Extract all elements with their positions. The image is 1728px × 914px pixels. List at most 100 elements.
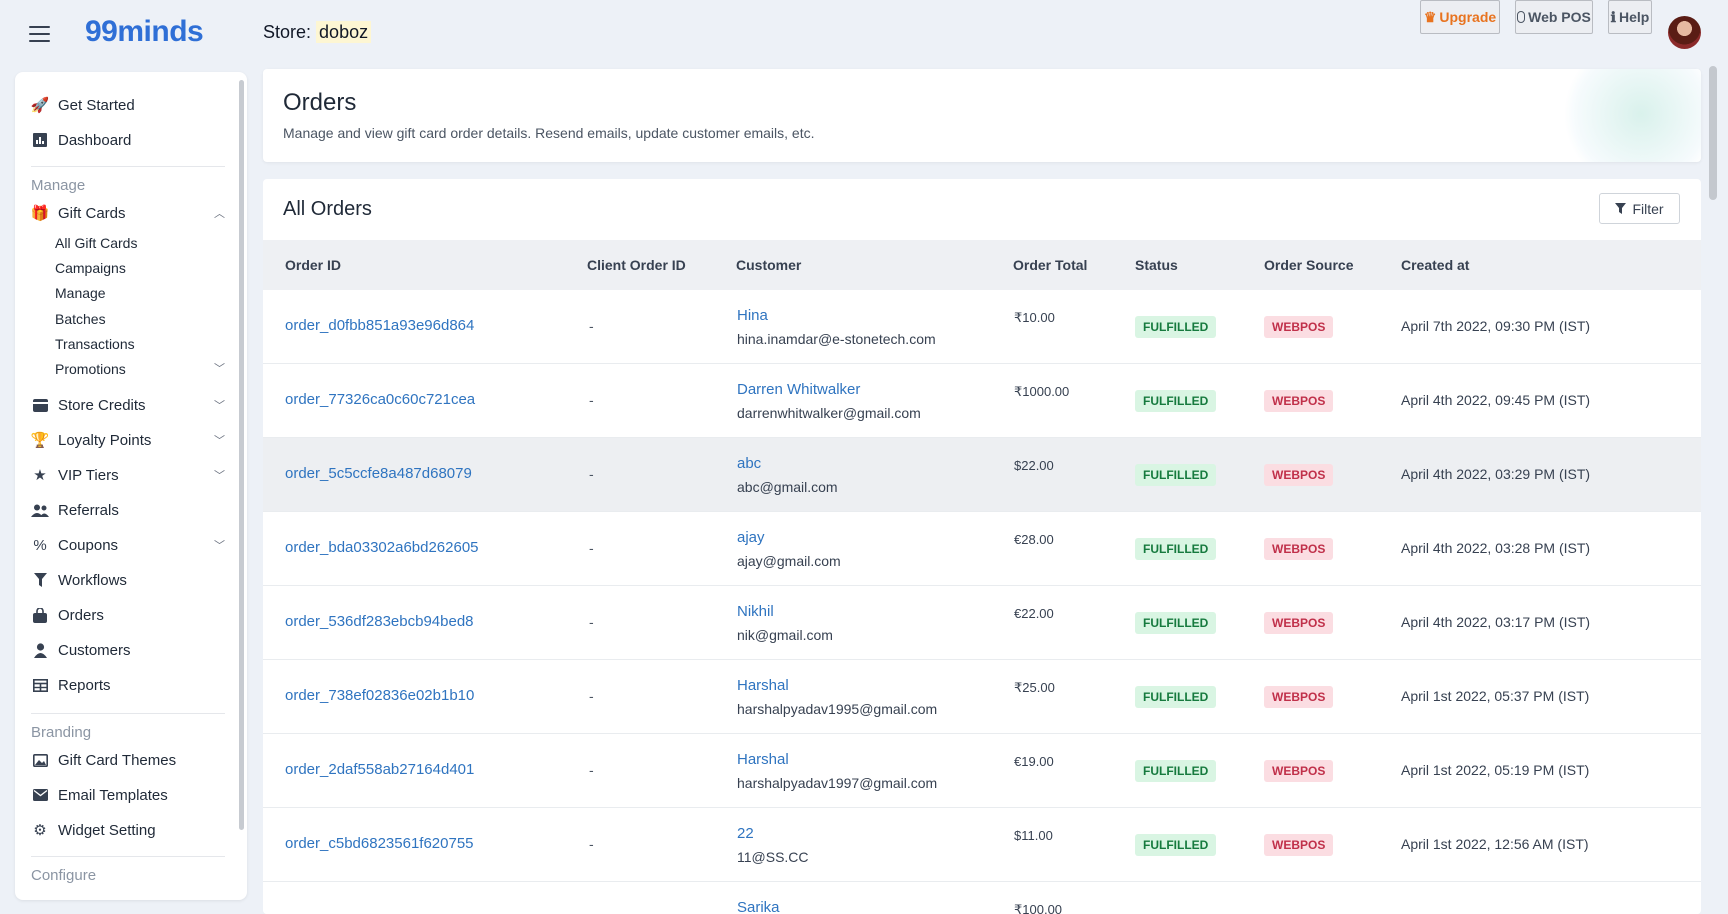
brand-logo[interactable]: 99minds <box>85 15 204 48</box>
sidebar-item-label: Store Credits <box>58 396 146 414</box>
sidebar-item-label: Referrals <box>58 501 119 519</box>
web-pos-button[interactable]: Web POS <box>1515 0 1593 34</box>
status-badge: FULFILLED <box>1135 316 1217 338</box>
order-id-link[interactable]: order_77326ca0c60c721cea <box>285 391 476 408</box>
sidebar-subitem-manage[interactable]: Manage <box>55 285 106 301</box>
sidebar-item-workflows[interactable]: Workflows <box>31 567 225 593</box>
filter-button[interactable]: Filter <box>1599 193 1680 224</box>
column-header-status[interactable]: Status <box>1135 257 1178 273</box>
column-header-order-total[interactable]: Order Total <box>1013 257 1088 273</box>
sidebar-item-referrals[interactable]: Referrals <box>31 497 225 523</box>
column-header-client-order-id[interactable]: Client Order ID <box>587 257 686 273</box>
table-row[interactable]: order_bda03302a6bd262605 - ajay ajay@gma… <box>263 512 1701 586</box>
page-scrollbar-thumb[interactable] <box>1709 66 1717 200</box>
customer-name-link[interactable]: 22 <box>737 825 754 842</box>
table-row[interactable]: order_2daf558ab27164d401 - Harshal harsh… <box>263 734 1701 808</box>
sidebar-subitem-all-gift-cards[interactable]: All Gift Cards <box>55 235 138 251</box>
sidebar-item-gift-cards[interactable]: 🎁 Gift Cards ︿ <box>31 200 225 226</box>
created-at: April 4th 2022, 03:17 PM (IST) <box>1401 614 1591 630</box>
status-badge: FULFILLED <box>1135 760 1217 782</box>
sidebar-item-coupons[interactable]: % Coupons ﹀ <box>31 532 225 558</box>
sidebar-item-store-credits[interactable]: Store Credits ﹀ <box>31 392 225 418</box>
funnel-icon <box>1615 203 1627 214</box>
customer-email: hina.inamdar@e-stonetech.com <box>737 331 936 347</box>
created-at: April 1st 2022, 05:37 PM (IST) <box>1401 688 1590 704</box>
table-row[interactable]: order_5c5ccfe8a487d68079 - abc abc@gmail… <box>263 438 1701 512</box>
order-id-link[interactable]: order_5c5ccfe8a487d68079 <box>285 465 472 482</box>
sidebar-subitem-campaigns[interactable]: Campaigns <box>55 260 126 276</box>
sidebar-item-vip-tiers[interactable]: ★ VIP Tiers ﹀ <box>31 462 225 488</box>
customer-email: nik@gmail.com <box>737 627 833 643</box>
table-row[interactable]: order_77326ca0c60c721cea - Darren Whitwa… <box>263 364 1701 438</box>
page-scrollbar[interactable] <box>1706 0 1720 914</box>
order-total: €19.00 <box>1014 754 1054 769</box>
customer-email: ajay@gmail.com <box>737 553 841 569</box>
created-at: April 4th 2022, 09:45 PM (IST) <box>1401 392 1591 408</box>
customer-name-link[interactable]: abc <box>737 455 762 472</box>
column-header-order-id[interactable]: Order ID <box>285 257 342 273</box>
store-name[interactable]: doboz <box>316 21 372 43</box>
sidebar-item-email-templates[interactable]: Email Templates <box>31 782 225 808</box>
status-badge: FULFILLED <box>1135 464 1217 486</box>
sidebar-item-get-started[interactable]: 🚀 Get Started <box>31 92 225 118</box>
sidebar-item-label: Orders <box>58 606 104 624</box>
sidebar-item-label: Coupons <box>58 536 119 554</box>
customer-name-link[interactable]: Darren Whitwalker <box>737 381 861 398</box>
hamburger-menu-icon[interactable] <box>29 26 50 42</box>
source-badge: WEBPOS <box>1264 316 1334 338</box>
customer-name-link[interactable]: Nikhil <box>737 603 774 620</box>
sidebar-item-widget-setting[interactable]: ⚙ Widget Setting <box>31 817 225 843</box>
sidebar-divider <box>31 166 225 167</box>
order-id-link[interactable]: order_bda03302a6bd262605 <box>285 539 479 556</box>
table-icon <box>31 676 49 694</box>
client-order-id: - <box>589 318 594 334</box>
table-row[interactable]: Sarika ₹100.00 <box>263 882 1701 914</box>
status-badge: FULFILLED <box>1135 538 1217 560</box>
table-row[interactable]: order_738ef02836e02b1b10 - Harshal harsh… <box>263 660 1701 734</box>
table-row[interactable]: order_c5bd6823561f620755 - 22 11@SS.CC $… <box>263 808 1701 882</box>
customer-name-link[interactable]: Hina <box>737 307 768 324</box>
customer-name-link[interactable]: Harshal <box>737 751 789 768</box>
sidebar-subitem-batches[interactable]: Batches <box>55 311 106 327</box>
created-at: April 7th 2022, 09:30 PM (IST) <box>1401 318 1591 334</box>
created-at: April 1st 2022, 12:56 AM (IST) <box>1401 836 1589 852</box>
table-row[interactable]: order_536df283ebcb94bed8 - Nikhil nik@gm… <box>263 586 1701 660</box>
table-header: Order ID Client Order ID Customer Order … <box>263 240 1701 290</box>
table-row[interactable]: order_d0fbb851a93e96d864 - Hina hina.ina… <box>263 290 1701 364</box>
client-order-id: - <box>589 614 594 630</box>
sidebar-item-label: VIP Tiers <box>58 466 119 484</box>
column-header-created-at[interactable]: Created at <box>1401 257 1470 273</box>
sidebar-scrollbar[interactable] <box>239 80 244 830</box>
sidebar-item-label: Get Started <box>58 96 135 114</box>
sidebar-item-dashboard[interactable]: Dashboard <box>31 127 225 153</box>
client-order-id: - <box>589 762 594 778</box>
status-badge: FULFILLED <box>1135 390 1217 412</box>
order-id-link[interactable]: order_d0fbb851a93e96d864 <box>285 317 475 334</box>
order-id-link[interactable]: order_2daf558ab27164d401 <box>285 761 475 778</box>
column-header-customer[interactable]: Customer <box>736 257 802 273</box>
sidebar-item-reports[interactable]: Reports <box>31 672 225 698</box>
sidebar-subitem-promotions[interactable]: Promotions ﹀ <box>55 358 225 380</box>
section-configure: Configure <box>31 867 97 884</box>
sidebar-item-label: Dashboard <box>58 131 132 149</box>
sidebar-item-orders[interactable]: Orders <box>31 602 225 628</box>
sidebar-item-loyalty-points[interactable]: 🏆 Loyalty Points ﹀ <box>31 427 225 453</box>
created-at: April 4th 2022, 03:29 PM (IST) <box>1401 466 1591 482</box>
order-id-link[interactable]: order_c5bd6823561f620755 <box>285 835 474 852</box>
page-header-card: Orders Manage and view gift card order d… <box>263 69 1701 162</box>
section-manage: Manage <box>31 177 86 194</box>
help-button[interactable]: ℹ Help <box>1608 0 1652 34</box>
user-avatar[interactable] <box>1668 16 1701 49</box>
sidebar-subitem-transactions[interactable]: Transactions <box>55 336 135 352</box>
order-id-link[interactable]: order_536df283ebcb94bed8 <box>285 613 474 630</box>
customer-name-link[interactable]: Sarika <box>737 899 780 914</box>
chevron-down-icon: ﹀ <box>214 470 225 482</box>
sidebar-item-customers[interactable]: Customers <box>31 637 225 663</box>
customer-email: abc@gmail.com <box>737 479 838 495</box>
upgrade-button[interactable]: ♛ Upgrade <box>1420 0 1500 34</box>
customer-name-link[interactable]: ajay <box>737 529 765 546</box>
column-header-order-source[interactable]: Order Source <box>1264 257 1354 273</box>
customer-name-link[interactable]: Harshal <box>737 677 789 694</box>
order-id-link[interactable]: order_738ef02836e02b1b10 <box>285 687 475 704</box>
sidebar-item-gift-card-themes[interactable]: Gift Card Themes <box>31 747 225 773</box>
